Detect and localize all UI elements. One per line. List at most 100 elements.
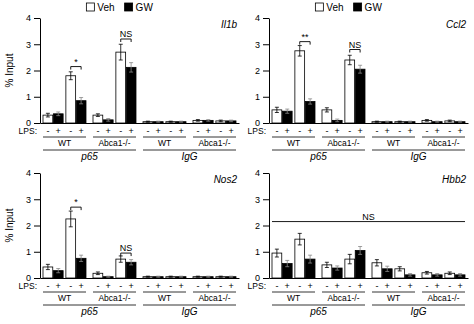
major-label: IgG xyxy=(410,306,426,317)
group-label: Abca1-/- xyxy=(327,293,359,303)
bar-label: - xyxy=(398,281,401,291)
error-bar xyxy=(169,121,173,122)
bracket xyxy=(350,50,360,53)
error-bar xyxy=(448,120,452,122)
x-axis-line xyxy=(41,123,240,124)
series xyxy=(53,63,236,123)
bar-label: - xyxy=(325,281,328,291)
bracket-label: * xyxy=(74,197,78,207)
y-tick-label: 4 xyxy=(26,168,31,178)
x-axis xyxy=(270,123,469,124)
bar xyxy=(295,51,305,123)
error-bar xyxy=(375,260,379,266)
y-tick-mark xyxy=(34,173,40,174)
y-tick-label: 2 xyxy=(255,66,260,76)
group-label: Abca1-/- xyxy=(98,138,130,148)
bar-label: - xyxy=(348,281,351,291)
bar xyxy=(66,219,76,278)
y-tick-mark xyxy=(34,252,40,253)
bar-label: - xyxy=(46,281,49,291)
y-tick-label: 3 xyxy=(26,195,31,205)
bar xyxy=(176,277,186,278)
error-bar xyxy=(448,272,452,275)
y-tick-label: 3 xyxy=(255,195,260,205)
bar-label: + xyxy=(385,126,390,136)
error-bar xyxy=(46,264,50,269)
bracket-label: NS xyxy=(120,243,133,253)
error-bar xyxy=(275,107,279,112)
y-tick: 2 xyxy=(26,66,40,76)
y-tick: 2 xyxy=(26,221,40,231)
error-bar xyxy=(79,255,83,261)
bracket-label: NS xyxy=(120,29,133,39)
error-bar xyxy=(169,276,173,277)
bar-label: - xyxy=(196,281,199,291)
error-bar xyxy=(358,247,362,255)
bar-label: - xyxy=(448,281,451,291)
y-tick-label: 1 xyxy=(255,92,260,102)
bar xyxy=(103,277,113,278)
bar-label: + xyxy=(156,126,161,136)
legend-item: GW xyxy=(125,2,154,13)
bar-label: + xyxy=(128,126,133,136)
error-bar xyxy=(325,108,329,112)
error-bar xyxy=(46,113,50,117)
x-axis xyxy=(41,123,240,124)
bar-label: - xyxy=(375,126,378,136)
error-bar xyxy=(206,276,210,277)
error-bar xyxy=(146,121,150,122)
error-bar xyxy=(425,271,429,274)
bar-label: - xyxy=(425,281,428,291)
y-tick-label: 2 xyxy=(26,221,31,231)
bar-label: - xyxy=(96,126,99,136)
bar-label: + xyxy=(357,281,362,291)
y-tick: 3 xyxy=(26,195,40,205)
group-label: Abca1-/- xyxy=(427,138,459,148)
bar-label: + xyxy=(128,281,133,291)
legend-item: Veh xyxy=(86,2,114,13)
bar-label: - xyxy=(448,126,451,136)
bar-label: - xyxy=(46,126,49,136)
legend-item: Veh xyxy=(315,2,343,13)
y-tick: 3 xyxy=(26,40,40,50)
error-bar xyxy=(179,121,183,122)
group-label: Abca1-/- xyxy=(198,138,230,148)
y-tick-mark xyxy=(263,71,269,72)
y-tick-mark xyxy=(34,44,40,45)
y-tick-label: 1 xyxy=(255,247,260,257)
major-label: p65 xyxy=(80,151,98,162)
y-axis-line xyxy=(40,19,41,124)
error-bar xyxy=(458,274,462,277)
y-axis: 01234 xyxy=(26,13,41,128)
bar-label: - xyxy=(298,126,301,136)
y-tick-mark xyxy=(263,173,269,174)
error-bar xyxy=(285,109,289,113)
plot-marks xyxy=(272,46,465,123)
bar-label: - xyxy=(196,126,199,136)
bar-label: - xyxy=(146,126,149,136)
y-tick: 2 xyxy=(255,221,269,231)
error-bar xyxy=(56,269,60,273)
bar xyxy=(153,277,163,278)
error-bar xyxy=(119,256,123,262)
major-label: IgG xyxy=(410,151,426,162)
y-axis-line xyxy=(269,19,270,124)
error-bar xyxy=(56,112,60,116)
y-tick-mark xyxy=(263,252,269,253)
y-tick-mark xyxy=(263,97,269,98)
bar-label: - xyxy=(275,281,278,291)
bar xyxy=(372,122,382,123)
group-label: Abca1-/- xyxy=(327,138,359,148)
y-tick: 1 xyxy=(255,247,269,257)
bar xyxy=(66,76,76,123)
error-bar xyxy=(129,260,133,265)
bar-label: + xyxy=(335,281,340,291)
bar-label: + xyxy=(178,126,183,136)
y-axis: 01234 xyxy=(255,168,270,283)
bar-label: + xyxy=(335,126,340,136)
y-tick: 1 xyxy=(26,92,40,102)
bracket xyxy=(71,67,81,70)
y-tick-mark xyxy=(34,278,40,279)
bar xyxy=(203,277,213,278)
bar-label: + xyxy=(307,281,312,291)
